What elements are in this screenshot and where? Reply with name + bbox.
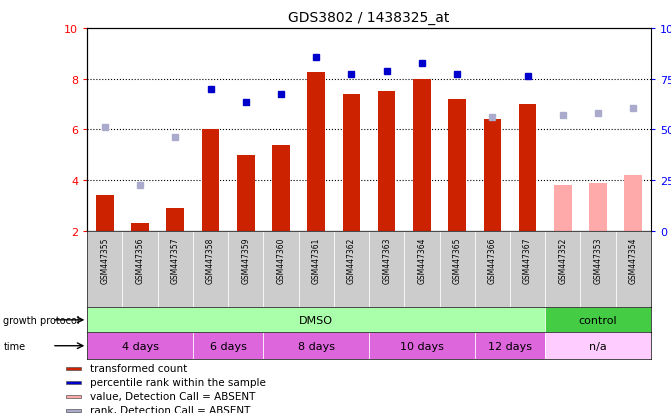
Bar	[334, 231, 369, 308]
Text: GSM447362: GSM447362	[347, 237, 356, 284]
Bar	[545, 332, 651, 359]
Bar	[263, 231, 299, 308]
Text: GSM447357: GSM447357	[171, 237, 180, 284]
Bar	[87, 231, 123, 308]
Text: 4 days: 4 days	[121, 341, 158, 351]
Bar	[66, 395, 81, 398]
Bar	[228, 231, 263, 308]
Bar	[475, 231, 510, 308]
Text: 12 days: 12 days	[488, 341, 532, 351]
Bar	[404, 231, 440, 308]
Bar	[625, 176, 642, 231]
Text: 10 days: 10 days	[400, 341, 444, 351]
Text: growth protocol: growth protocol	[3, 315, 80, 325]
Bar	[66, 409, 81, 412]
Bar	[589, 183, 607, 231]
Text: GSM447354: GSM447354	[629, 237, 637, 284]
Bar	[272, 145, 290, 231]
Bar	[615, 231, 651, 308]
Bar	[122, 231, 158, 308]
Bar	[193, 332, 263, 359]
Text: GSM447356: GSM447356	[136, 237, 144, 284]
Bar	[193, 231, 228, 308]
Bar	[440, 231, 475, 308]
Bar	[475, 332, 545, 359]
Text: GSM447358: GSM447358	[206, 237, 215, 284]
Bar	[369, 332, 475, 359]
Text: GSM447359: GSM447359	[242, 237, 250, 284]
Text: percentile rank within the sample: percentile rank within the sample	[89, 377, 266, 387]
Bar	[545, 308, 651, 332]
Bar	[263, 332, 369, 359]
Bar	[158, 231, 193, 308]
Bar	[307, 73, 325, 231]
Text: value, Detection Call = ABSENT: value, Detection Call = ABSENT	[89, 392, 255, 401]
Bar	[66, 367, 81, 370]
Bar	[519, 105, 536, 231]
Text: rank, Detection Call = ABSENT: rank, Detection Call = ABSENT	[89, 406, 250, 413]
Text: GSM447366: GSM447366	[488, 237, 497, 284]
Text: GSM447353: GSM447353	[594, 237, 603, 284]
Bar	[554, 186, 572, 231]
Text: GSM447367: GSM447367	[523, 237, 532, 284]
Bar	[166, 209, 184, 231]
Bar	[413, 79, 431, 231]
Text: 8 days: 8 days	[298, 341, 335, 351]
Bar	[510, 231, 545, 308]
Text: GSM447363: GSM447363	[382, 237, 391, 284]
Text: 6 days: 6 days	[210, 341, 246, 351]
Bar	[343, 95, 360, 231]
Text: GSM447365: GSM447365	[453, 237, 462, 284]
Text: GSM447361: GSM447361	[312, 237, 321, 284]
Text: DMSO: DMSO	[299, 315, 333, 325]
Bar	[202, 130, 219, 231]
Bar	[484, 120, 501, 231]
Text: GSM447355: GSM447355	[101, 237, 109, 284]
Bar	[87, 308, 545, 332]
Text: GSM447352: GSM447352	[558, 237, 567, 284]
Text: transformed count: transformed count	[89, 363, 187, 374]
Bar	[87, 332, 193, 359]
Text: GSM447360: GSM447360	[276, 237, 285, 284]
Bar	[369, 231, 404, 308]
Bar	[66, 381, 81, 384]
Bar	[299, 231, 334, 308]
Bar	[545, 231, 580, 308]
Text: n/a: n/a	[589, 341, 607, 351]
Bar	[237, 155, 254, 231]
Bar	[132, 224, 149, 231]
Text: control: control	[578, 315, 617, 325]
Bar	[96, 196, 113, 231]
Bar	[378, 92, 395, 231]
Text: GSM447364: GSM447364	[417, 237, 426, 284]
Title: GDS3802 / 1438325_at: GDS3802 / 1438325_at	[289, 11, 450, 25]
Text: time: time	[3, 341, 25, 351]
Bar	[448, 100, 466, 231]
Bar	[580, 231, 615, 308]
